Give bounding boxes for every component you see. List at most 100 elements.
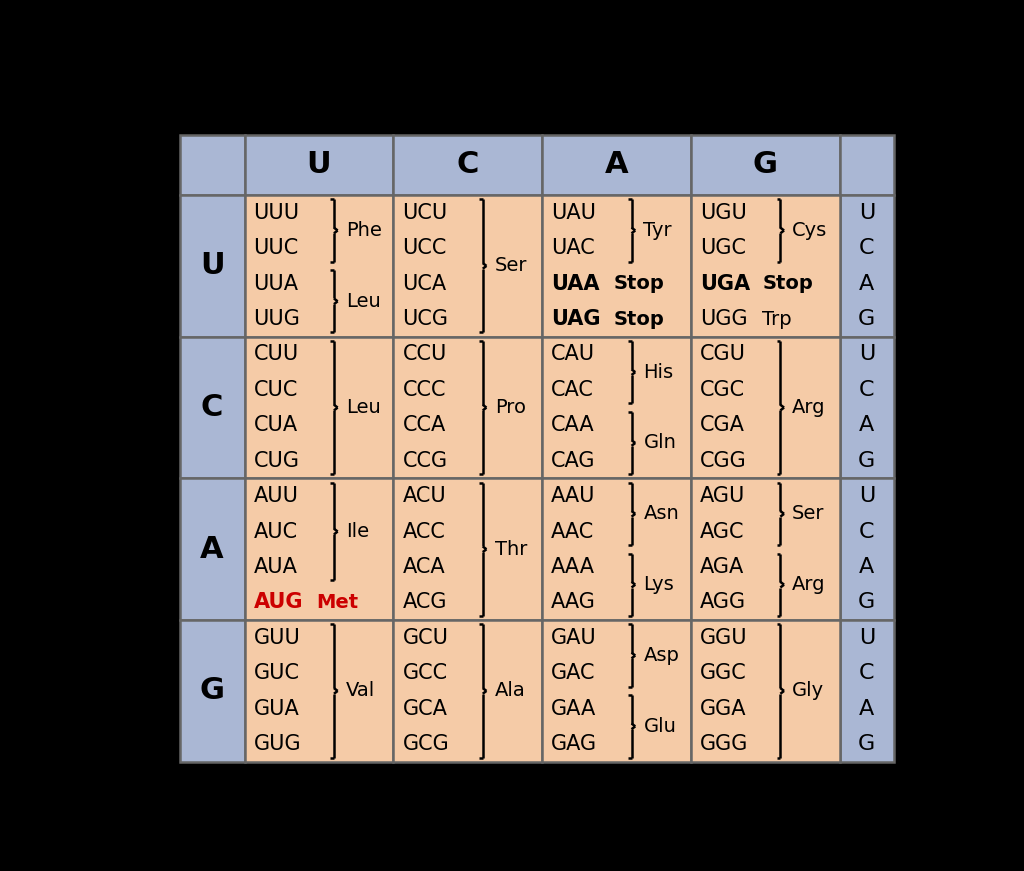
Text: G: G	[858, 592, 876, 612]
Text: GGA: GGA	[700, 699, 746, 719]
Text: A: A	[859, 557, 874, 577]
Text: Tyr: Tyr	[643, 221, 672, 240]
Text: C: C	[859, 380, 874, 400]
Text: C: C	[201, 393, 223, 422]
Bar	[245, 337, 393, 478]
Text: GUG: GUG	[254, 734, 301, 754]
Text: G: G	[858, 309, 876, 329]
Bar	[543, 337, 691, 478]
Text: G: G	[858, 450, 876, 470]
Text: Asp: Asp	[643, 646, 679, 665]
Bar	[393, 135, 543, 195]
Text: AUC: AUC	[254, 522, 298, 542]
Text: GCA: GCA	[402, 699, 447, 719]
Text: Gly: Gly	[793, 681, 824, 700]
Text: UAA: UAA	[551, 273, 600, 294]
Text: GAC: GAC	[551, 663, 596, 683]
Bar	[543, 195, 691, 337]
Bar	[840, 620, 894, 762]
Text: Asn: Asn	[643, 504, 679, 523]
Text: CUC: CUC	[254, 380, 298, 400]
Text: A: A	[605, 151, 629, 179]
Bar	[691, 195, 840, 337]
Text: U: U	[307, 151, 332, 179]
Text: AGC: AGC	[700, 522, 744, 542]
Text: Met: Met	[316, 593, 358, 612]
Text: GAG: GAG	[551, 734, 597, 754]
Text: UCG: UCG	[402, 309, 449, 329]
Text: UCU: UCU	[402, 203, 447, 223]
Text: GGC: GGC	[700, 663, 746, 683]
Bar	[179, 135, 245, 195]
Text: CUU: CUU	[254, 344, 299, 364]
Text: AAG: AAG	[551, 592, 596, 612]
Text: CAA: CAA	[551, 415, 595, 436]
Text: G: G	[858, 734, 876, 754]
Text: AAC: AAC	[551, 522, 595, 542]
Text: GCU: GCU	[402, 628, 449, 648]
Text: U: U	[859, 344, 874, 364]
Bar	[840, 195, 894, 337]
Text: CGA: CGA	[700, 415, 744, 436]
Text: Thr: Thr	[495, 540, 527, 559]
Text: GGG: GGG	[700, 734, 749, 754]
Bar	[840, 135, 894, 195]
Text: C: C	[457, 151, 479, 179]
Text: GUA: GUA	[254, 699, 299, 719]
Text: GAU: GAU	[551, 628, 597, 648]
Text: Ser: Ser	[793, 504, 824, 523]
Text: C: C	[859, 663, 874, 683]
Bar	[179, 620, 245, 762]
Text: Cys: Cys	[793, 221, 827, 240]
Text: Arg: Arg	[793, 575, 825, 594]
Text: Phe: Phe	[346, 221, 382, 240]
Text: A: A	[859, 415, 874, 436]
Bar	[543, 620, 691, 762]
Text: His: His	[643, 362, 674, 381]
Text: C: C	[859, 238, 874, 258]
Text: AUG: AUG	[254, 592, 303, 612]
Bar	[393, 195, 543, 337]
Text: CCC: CCC	[402, 380, 445, 400]
Text: AGA: AGA	[700, 557, 744, 577]
Text: ACG: ACG	[402, 592, 446, 612]
Text: GCG: GCG	[402, 734, 450, 754]
Text: CCA: CCA	[402, 415, 445, 436]
Text: UCA: UCA	[402, 273, 446, 294]
Text: Glu: Glu	[643, 717, 676, 736]
Text: C: C	[859, 522, 874, 542]
Bar	[691, 478, 840, 620]
Text: UAG: UAG	[551, 309, 601, 329]
Bar	[245, 478, 393, 620]
Text: G: G	[753, 151, 778, 179]
Text: UAU: UAU	[551, 203, 596, 223]
Text: GCC: GCC	[402, 663, 447, 683]
Text: AGG: AGG	[700, 592, 746, 612]
Text: U: U	[200, 252, 224, 280]
Text: G: G	[200, 677, 224, 706]
Bar	[840, 478, 894, 620]
Bar	[691, 135, 840, 195]
Text: UUG: UUG	[254, 309, 300, 329]
Bar	[543, 135, 691, 195]
Text: Stop: Stop	[613, 274, 665, 294]
Text: Lys: Lys	[643, 575, 674, 594]
Text: AGU: AGU	[700, 486, 745, 506]
Bar	[245, 620, 393, 762]
Text: UAC: UAC	[551, 238, 595, 258]
Text: CUG: CUG	[254, 450, 300, 470]
Bar	[179, 195, 245, 337]
Bar	[179, 337, 245, 478]
Bar	[393, 337, 543, 478]
Text: Ala: Ala	[495, 681, 525, 700]
Text: ACU: ACU	[402, 486, 446, 506]
Bar	[393, 620, 543, 762]
Bar	[245, 195, 393, 337]
Text: Gln: Gln	[643, 434, 676, 453]
Bar	[840, 337, 894, 478]
Text: CUA: CUA	[254, 415, 298, 436]
Text: U: U	[859, 203, 874, 223]
Text: Pro: Pro	[495, 398, 525, 417]
Text: CAU: CAU	[551, 344, 595, 364]
Text: UCC: UCC	[402, 238, 446, 258]
